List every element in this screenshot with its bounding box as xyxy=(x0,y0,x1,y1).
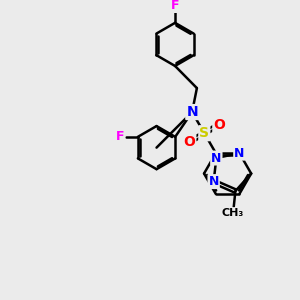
Text: N: N xyxy=(208,175,219,188)
Text: S: S xyxy=(199,126,209,140)
Text: O: O xyxy=(213,118,225,132)
Text: N: N xyxy=(186,105,198,119)
Text: CH₃: CH₃ xyxy=(222,208,244,218)
Text: N: N xyxy=(234,147,244,160)
Text: F: F xyxy=(116,130,124,143)
Text: F: F xyxy=(171,0,179,11)
Text: N: N xyxy=(211,152,221,164)
Text: O: O xyxy=(184,135,195,149)
